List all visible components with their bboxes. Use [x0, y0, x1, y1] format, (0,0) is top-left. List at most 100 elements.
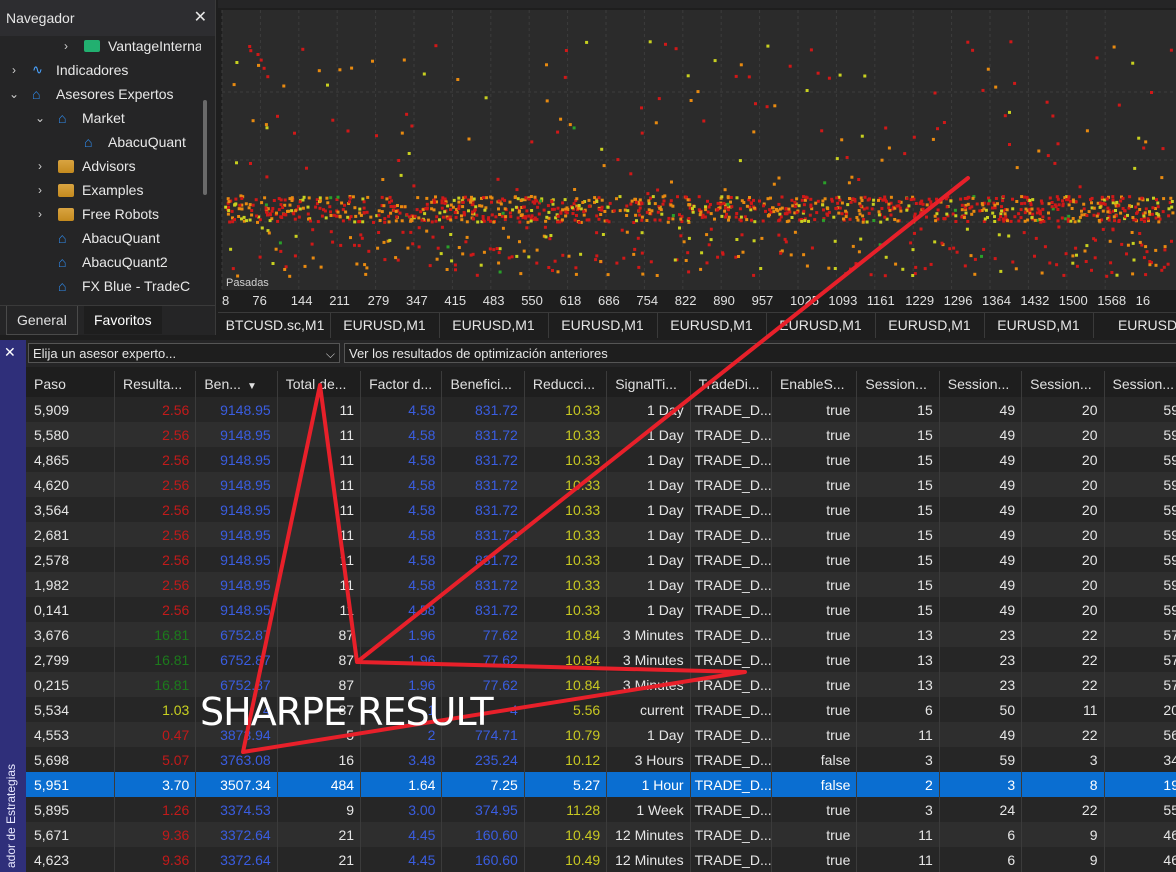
table-row[interactable]: 0,141 2.56 9148.95 11 4.58 831.72 10.33 1 Day TR… — [26, 597, 1176, 622]
scatter-point — [686, 74, 690, 78]
scatter-point — [1075, 264, 1079, 268]
table-cell-red: 10.33 — [524, 597, 608, 622]
scatter-point — [893, 218, 897, 221]
scatter-point — [625, 214, 629, 217]
scatter-point — [1038, 209, 1042, 213]
symbol-tab[interactable]: EURUSD,M1 — [766, 313, 876, 338]
tree-item[interactable]: ⌂ AbacuQuant2 — [0, 250, 201, 274]
symbol-tab[interactable]: EURUSD — [1093, 313, 1176, 338]
table-row[interactable]: 5,909 2.56 9148.95 11 4.58 831.72 10.33 1 Day TR… — [26, 397, 1176, 422]
symbol-tab[interactable]: EURUSD,M1 — [548, 313, 658, 338]
tree-item-label: Advisors — [82, 158, 136, 174]
table-row[interactable]: 2,799 16.81 6752.87 87 1.96 77.62 10.84 3 Minut… — [26, 647, 1176, 672]
symbol-tab[interactable]: EURUSD,M1 — [657, 313, 767, 338]
symbol-tab[interactable]: EURUSD,M1 — [330, 313, 440, 338]
scatter-point — [833, 267, 837, 270]
table-row[interactable]: 5,580 2.56 9148.95 11 4.58 831.72 10.33 1 Day TR… — [26, 422, 1176, 447]
symbol-tab[interactable]: EURUSD,M1 — [439, 313, 549, 338]
table-row[interactable]: 5,951 3.70 3507.34 484 1.64 7.25 5.27 1 Hour TRA… — [26, 772, 1176, 797]
column-header[interactable]: Factor d... — [360, 371, 443, 397]
scatter-point — [377, 213, 381, 217]
close-icon[interactable]: ✕ — [193, 9, 207, 26]
scatter-point — [398, 211, 402, 215]
scatter-point — [972, 209, 976, 213]
column-header[interactable]: Session... — [856, 371, 940, 397]
scatter-point — [914, 265, 918, 269]
scatter-point — [256, 220, 259, 224]
tree-item[interactable]: › Examples — [0, 178, 201, 202]
table-row[interactable]: 4,553 0.47 3873.94 5 2 774.71 10.79 1 Day TRADE_… — [26, 722, 1176, 747]
column-header[interactable]: Session... — [1104, 371, 1176, 397]
scatter-point — [314, 205, 318, 209]
tab-favoritos[interactable]: Favoritos — [84, 306, 162, 334]
column-header[interactable]: Ben... ▼ — [195, 371, 278, 397]
column-header[interactable]: Reducci... — [524, 371, 608, 397]
column-header[interactable]: SignalTi... — [606, 371, 691, 397]
tree-item[interactable]: › ∿ Indicadores — [0, 58, 201, 82]
scatter-point — [1011, 260, 1015, 264]
column-header[interactable]: Total de... — [277, 371, 362, 397]
chevron-right-icon[interactable]: › — [12, 63, 16, 77]
table-row[interactable]: 0,215 16.81 6752.87 87 1.96 77.62 10.84 3 Minut… — [26, 672, 1176, 697]
chevron-down-icon[interactable]: ⌄ — [34, 111, 46, 125]
table-row[interactable]: 4,620 2.56 9148.95 11 4.58 831.72 10.33 1 Day TR… — [26, 472, 1176, 497]
tree-item[interactable]: › Advisors — [0, 154, 201, 178]
scatter-point — [835, 196, 839, 200]
scatter-point — [463, 195, 467, 199]
table-cell-ben: 9148.95 — [195, 472, 278, 497]
column-header[interactable]: Session... — [939, 371, 1023, 397]
table-row[interactable]: 4,865 2.56 9148.95 11 4.58 831.72 10.33 1 Day TR… — [26, 447, 1176, 472]
table-row[interactable]: 3,564 2.56 9148.95 11 4.58 831.72 10.33 1 Day TR… — [26, 497, 1176, 522]
table-row[interactable]: 2,681 2.56 9148.95 11 4.58 831.72 10.33 1 Day TR… — [26, 522, 1176, 547]
previous-results-select[interactable]: Ver los resultados de optimización anter… — [344, 343, 1176, 363]
tree-item[interactable]: ⌂ AbacuQuant — [0, 130, 201, 154]
column-header[interactable]: Resulta... — [114, 371, 197, 397]
column-header[interactable]: Benefici... — [441, 371, 525, 397]
chevron-right-icon[interactable]: › — [38, 207, 42, 221]
table-cell-res: 2.56 — [114, 522, 197, 547]
scatter-point — [1161, 210, 1165, 214]
tree-item[interactable]: ⌄ ⌂ Asesores Expertos — [0, 82, 201, 106]
chevron-right-icon[interactable]: › — [38, 183, 42, 197]
tree-item[interactable]: ⌂ FX Blue - TradeC — [0, 274, 201, 298]
scatter-point — [699, 210, 703, 214]
scatter-point — [790, 198, 794, 202]
tree-item[interactable]: ⌂ AbacuQuant — [0, 226, 201, 250]
table-cell-ena: true — [771, 422, 858, 447]
table-row[interactable]: 4,623 9.36 3372.64 21 4.45 160.60 10.49 12 Minu… — [26, 847, 1176, 872]
column-header[interactable]: Session... — [1021, 371, 1105, 397]
table-row[interactable]: 5,534 1.03 4 87 1 4 5.56 current TRADE_D... true 6… — [26, 697, 1176, 722]
scatter-point — [1038, 212, 1042, 216]
table-cell-red: 5.56 — [524, 697, 608, 722]
scatter-point — [518, 240, 521, 244]
chevron-right-icon[interactable]: › — [64, 39, 68, 53]
table-row[interactable]: 5,698 5.07 3763.08 16 3.48 235.24 10.12 3 Hours… — [26, 747, 1176, 772]
tree-item[interactable]: › Free Robots — [0, 202, 201, 226]
symbol-tab[interactable]: BTCUSD.sc,M1 — [220, 313, 331, 338]
symbol-tab[interactable]: EURUSD,M1 — [875, 313, 985, 338]
folder-icon — [58, 208, 74, 221]
table-row[interactable]: 2,578 2.56 9148.95 11 4.58 831.72 10.33 1 Day TR… — [26, 547, 1176, 572]
tree-item[interactable]: ⌄ ⌂ Market — [0, 106, 201, 130]
tree-item[interactable]: › VantageInternati — [0, 34, 201, 58]
symbol-tab[interactable]: EURUSD,M1 — [984, 313, 1094, 338]
table-row[interactable]: 5,895 1.26 3374.53 9 3.00 374.95 11.28 1 Week TR… — [26, 797, 1176, 822]
scatter-point — [336, 195, 340, 199]
chevron-down-icon[interactable]: ⌄ — [8, 87, 20, 101]
table-row[interactable]: 1,982 2.56 9148.95 11 4.58 831.72 10.33 1 Day TR… — [26, 572, 1176, 597]
expert-advisor-select[interactable]: Elija un asesor experto... ⌵ — [28, 343, 340, 363]
close-icon[interactable]: ✕ — [4, 344, 16, 360]
scatter-point — [1047, 211, 1050, 215]
navigator-scrollbar[interactable] — [203, 100, 207, 195]
column-header[interactable]: TradeDi... — [690, 371, 772, 397]
scatter-point — [739, 215, 743, 219]
table-row[interactable]: 5,671 9.36 3372.64 21 4.45 160.60 10.49 12 Minu… — [26, 822, 1176, 847]
chevron-right-icon[interactable]: › — [38, 159, 42, 173]
scatter-point — [265, 175, 269, 179]
scatter-point — [467, 209, 470, 213]
column-header[interactable]: Paso — [26, 371, 115, 397]
table-row[interactable]: 3,676 16.81 6752.87 87 1.96 77.62 10.84 3 Minut… — [26, 622, 1176, 647]
scatter-point — [544, 235, 548, 239]
column-header[interactable]: EnableS... — [771, 371, 858, 397]
tab-general[interactable]: General — [6, 306, 78, 335]
